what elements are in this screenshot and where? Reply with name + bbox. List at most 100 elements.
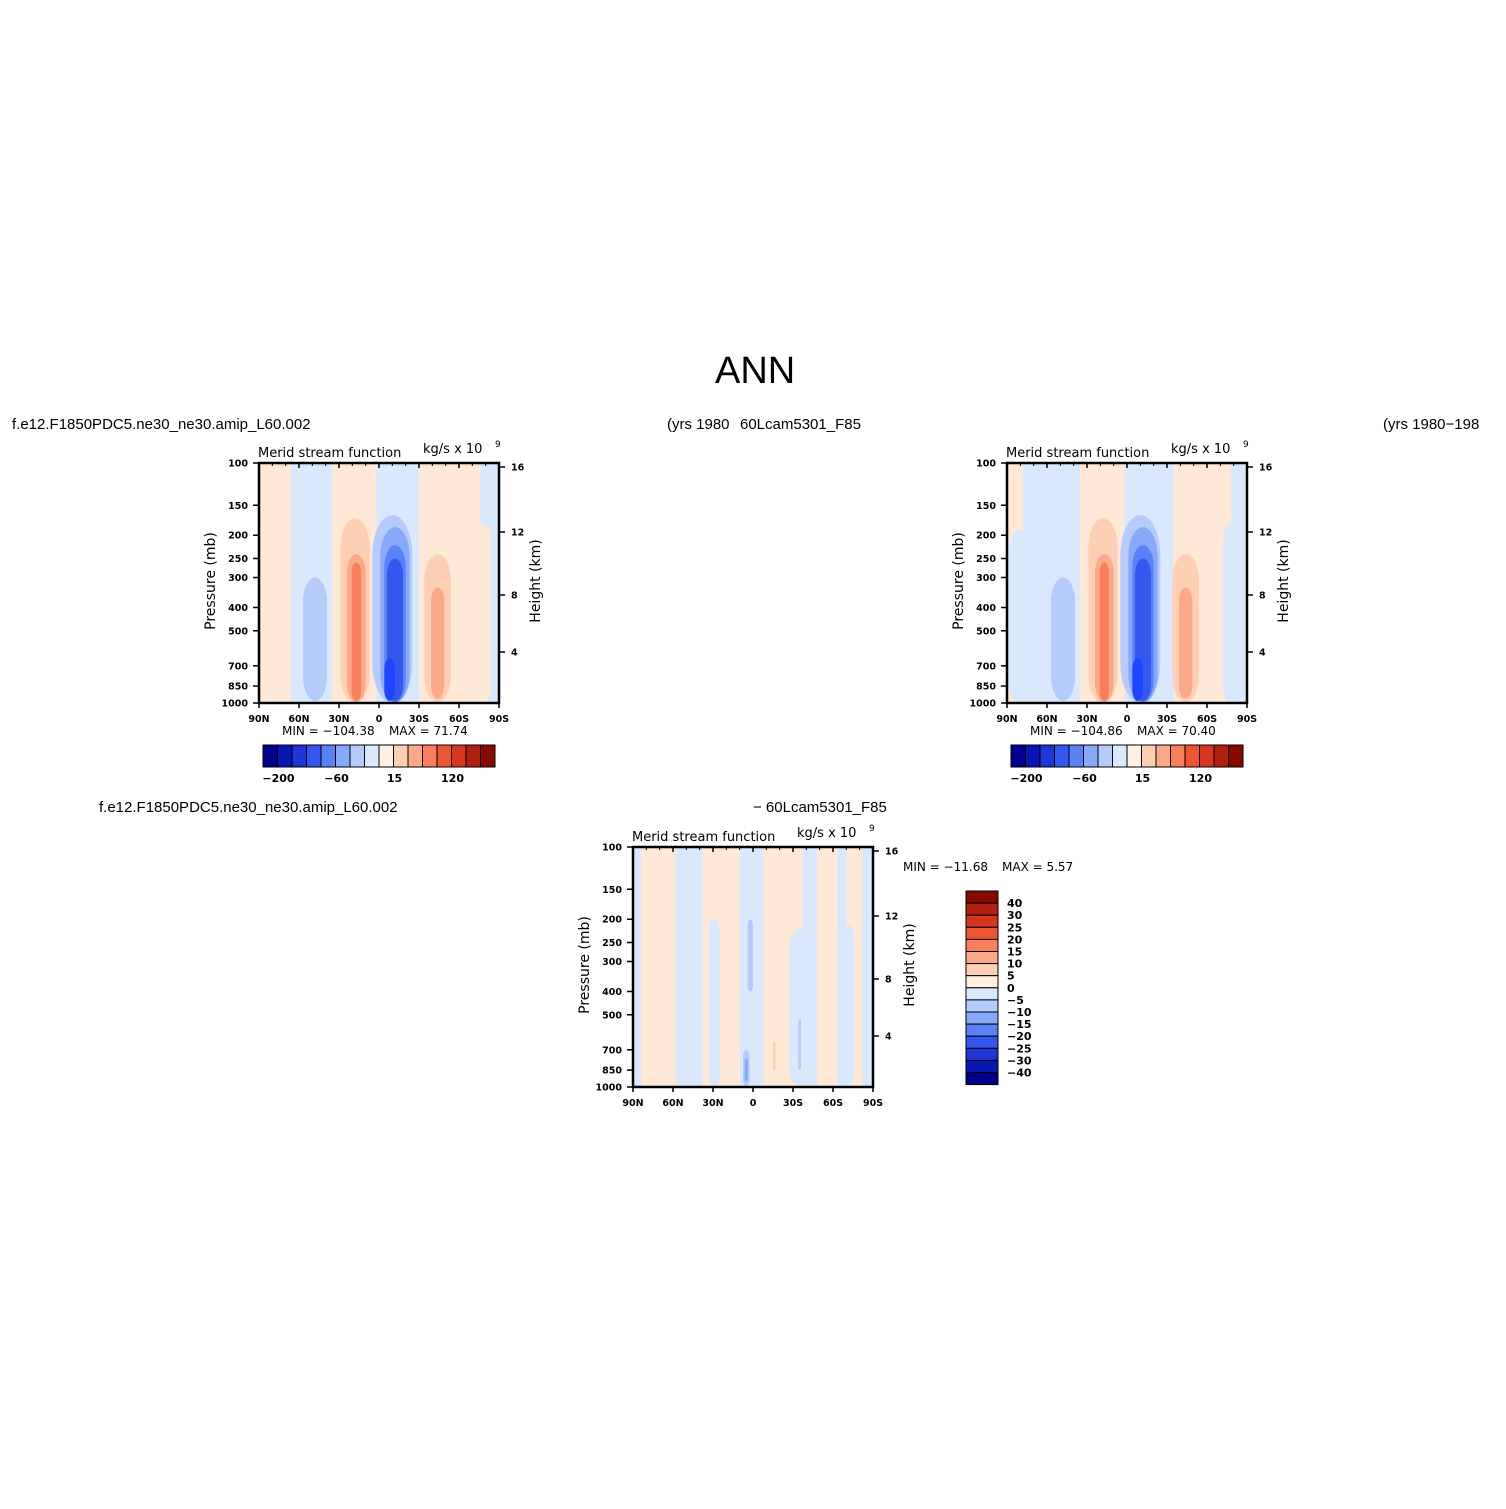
colorbar-swatch — [291, 744, 307, 768]
y-tick-label: 1000 — [970, 699, 997, 710]
x-tick-label: 90S — [863, 1098, 883, 1109]
y-axis-label: Pressure (mb) — [951, 532, 967, 630]
colorbar-swatch — [393, 744, 409, 768]
colorbar-label: −60 — [324, 772, 349, 785]
diff-cell — [798, 1018, 801, 1071]
x-tick-label: 0 — [750, 1098, 757, 1109]
colorbar-swatch — [1155, 744, 1171, 768]
colorbar-swatch — [364, 744, 380, 768]
panel-units: kg/s x 10 — [423, 442, 482, 457]
panel-1-colorbar: −200 −60 15 120 — [262, 744, 496, 785]
diff-lobe — [679, 847, 688, 1015]
x-tick-label: 30N — [328, 714, 349, 725]
y-tick-label: 850 — [228, 682, 248, 693]
colorbar-swatch — [965, 1059, 999, 1074]
colorbar-swatch — [1010, 744, 1026, 768]
cell-hadley-south-core — [384, 658, 395, 701]
panel-units: kg/s x 10 — [1171, 442, 1230, 457]
max-label: MAX = 71.74 — [389, 724, 468, 738]
x-tick-label: 30N — [702, 1098, 723, 1109]
x-tick-label: 90S — [489, 714, 509, 725]
colorbar-swatch — [965, 963, 999, 977]
colorbar-label: 5 — [1007, 970, 1015, 983]
y-tick-label: 700 — [228, 661, 248, 672]
colorbar-swatch — [965, 1072, 999, 1086]
panel-units-exponent: 9 — [495, 440, 501, 450]
field-band — [862, 847, 873, 1087]
colorbar-label: 0 — [1007, 982, 1015, 995]
colorbar-swatch — [422, 744, 438, 768]
y-right-tick-label: 16 — [1259, 463, 1273, 474]
colorbar-label: 15 — [1135, 772, 1150, 785]
x-tick-label: 30N — [1076, 714, 1097, 725]
x-tick-label: 30S — [783, 1098, 803, 1109]
max-label: MAX = 5.57 — [1002, 860, 1073, 874]
colorbar-swatch — [480, 744, 496, 768]
x-tick-label: 60S — [1197, 714, 1217, 725]
y-tick-label: 500 — [602, 1010, 622, 1021]
colorbar-label: 30 — [1007, 909, 1023, 922]
colorbar-swatch — [320, 744, 336, 768]
case-label-bottom-diff: − 60Lcam5301_F85 — [753, 799, 887, 816]
colorbar-swatch — [465, 744, 481, 768]
panel-units-exponent: 9 — [869, 824, 875, 834]
colorbar-swatch — [1170, 744, 1186, 768]
diff-cell — [773, 1042, 776, 1071]
cell-ferrel-north — [303, 577, 327, 701]
x-tick-label: 60N — [1036, 714, 1057, 725]
y-right-tick-label: 12 — [1259, 528, 1272, 539]
panel-3-axes: Merid stream function kg/s x 10 9 100 150 200… — [577, 824, 918, 1109]
y-tick-label: 700 — [602, 1045, 622, 1056]
colorbar-swatch — [1141, 744, 1157, 768]
colorbar-swatch — [1213, 744, 1229, 768]
y-tick-label: 1000 — [596, 1083, 623, 1094]
x-tick-label: 30S — [1157, 714, 1177, 725]
cell-ferrel-south-core — [431, 587, 445, 699]
colorbar-swatch — [1228, 744, 1244, 768]
colorbar-swatch — [965, 938, 999, 953]
panel-units-exponent: 9 — [1243, 440, 1249, 450]
page-title: ANN — [715, 350, 796, 392]
diff-lobe — [789, 929, 811, 1087]
colorbar-label: −25 — [1007, 1042, 1032, 1055]
colorbar-swatch — [965, 1047, 999, 1061]
panel-2-colorbar: −200 −60 15 120 — [1010, 744, 1244, 785]
y-tick-label: 100 — [976, 459, 996, 470]
colorbar-label: −40 — [1007, 1067, 1032, 1080]
y-right-tick-label: 12 — [885, 912, 898, 923]
y-tick-label: 850 — [976, 682, 996, 693]
field-band — [633, 847, 641, 1087]
colorbar-label: 40 — [1007, 897, 1023, 910]
colorbar-label: 25 — [1007, 921, 1022, 934]
y-tick-label: 250 — [228, 554, 248, 565]
y-tick-label: 300 — [602, 957, 622, 968]
y-tick-label: 400 — [976, 603, 996, 614]
y-tick-label: 1000 — [222, 699, 249, 710]
x-tick-label: 90N — [622, 1098, 643, 1109]
y-tick-label: 250 — [976, 554, 996, 565]
colorbar-swatch — [378, 744, 394, 768]
y-tick-label: 100 — [228, 459, 248, 470]
panel-units: kg/s x 10 — [797, 826, 856, 841]
x-tick-label: 30S — [409, 714, 429, 725]
y-tick-label: 700 — [976, 661, 996, 672]
x-tick-label: 90N — [996, 714, 1017, 725]
colorbar-swatch — [1097, 744, 1113, 768]
y-tick-label: 150 — [228, 501, 248, 512]
x-tick-label: 60S — [449, 714, 469, 725]
y-axis-label: Pressure (mb) — [577, 916, 593, 1014]
colorbar-swatch — [335, 744, 351, 768]
colorbar-swatch — [436, 744, 452, 768]
colorbar-swatch — [1126, 744, 1142, 768]
y-tick-label: 300 — [976, 573, 996, 584]
y-axis-label: Pressure (mb) — [203, 532, 219, 630]
colorbar-swatch — [965, 1011, 999, 1025]
panel-title: Merid stream function — [258, 446, 401, 461]
cell-ferrel-north — [1051, 577, 1075, 701]
min-label: MIN = −104.38 — [282, 724, 375, 738]
colorbar-swatch — [1112, 744, 1128, 768]
colorbar-swatch — [965, 987, 999, 1001]
y-tick-label: 250 — [602, 938, 622, 949]
